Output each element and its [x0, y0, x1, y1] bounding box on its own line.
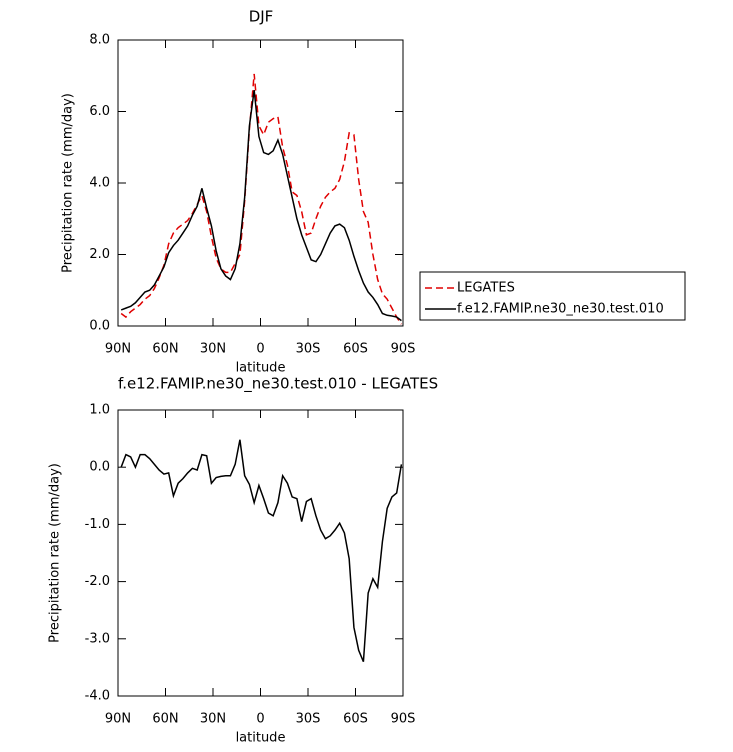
legend-label: LEGATES	[457, 281, 515, 296]
y-tick-label: 2.0	[89, 247, 110, 262]
x-axis-label: latitude	[236, 361, 286, 376]
plot-frame	[117, 39, 404, 327]
x-tick-label: 60S	[343, 712, 368, 727]
chart-title: f.e12.FAMIP.ne30_ne30.test.010 - LEGATES	[118, 375, 438, 394]
y-tick-label: 4.0	[89, 176, 110, 191]
x-tick-label: 90N	[105, 342, 131, 357]
legend-label: f.e12.FAMIP.ne30_ne30.test.010	[457, 302, 664, 317]
y-tick-label: 0.0	[89, 319, 110, 334]
x-tick-label: 30N	[200, 342, 226, 357]
x-tick-label: 30S	[296, 712, 321, 727]
x-tick-label: 90S	[391, 712, 416, 727]
chart-title: DJF	[249, 8, 274, 26]
y-tick-label: 8.0	[89, 33, 110, 48]
y-tick-label: 6.0	[89, 104, 110, 119]
y-axis-label: Precipitation rate (mm/day)	[48, 463, 63, 643]
y-tick-label: 1.0	[89, 403, 110, 418]
x-tick-label: 90S	[391, 342, 416, 357]
x-tick-label: 0	[256, 712, 264, 727]
x-tick-label: 30S	[296, 342, 321, 357]
y-axis-label: Precipitation rate (mm/day)	[61, 93, 76, 273]
x-tick-label: 0	[256, 342, 264, 357]
x-tick-label: 30N	[200, 712, 226, 727]
y-tick-label: -2.0	[85, 574, 110, 589]
y-tick-label: -4.0	[85, 689, 110, 704]
legend-box	[419, 271, 686, 321]
y-tick-label: -1.0	[85, 517, 110, 532]
data-line	[120, 89, 402, 322]
x-axis-label: latitude	[236, 731, 286, 746]
x-tick-label: 60S	[343, 342, 368, 357]
data-line	[120, 73, 403, 325]
y-tick-label: -3.0	[85, 631, 110, 646]
y-tick-label: 0.0	[89, 460, 110, 475]
x-tick-label: 60N	[152, 712, 178, 727]
x-tick-label: 90N	[105, 712, 131, 727]
data-line	[120, 439, 403, 662]
x-tick-label: 60N	[152, 342, 178, 357]
